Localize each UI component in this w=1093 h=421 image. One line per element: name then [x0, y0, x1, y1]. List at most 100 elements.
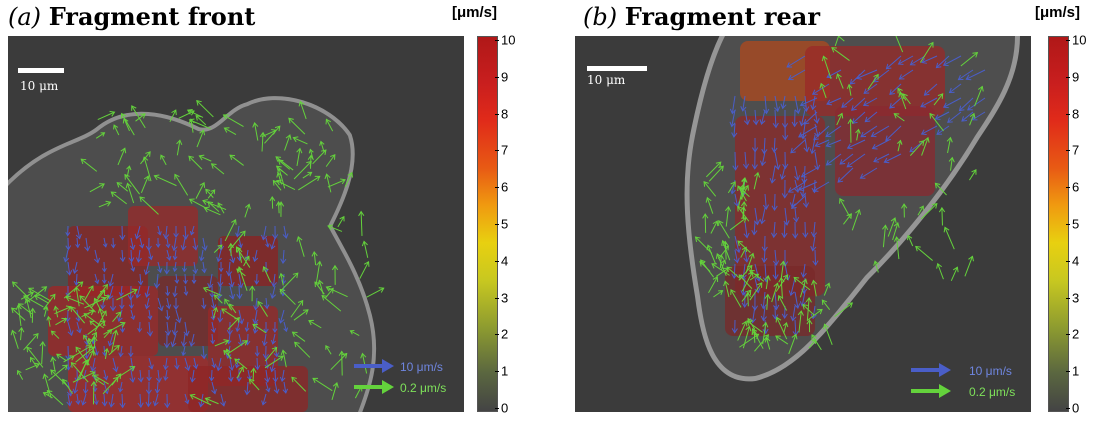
velocity-arrow-blue [84, 237, 91, 252]
velocity-arrow-green [207, 189, 216, 199]
velocity-arrow-green [223, 127, 237, 135]
velocity-arrow-green [919, 41, 934, 63]
velocity-arrow-blue [119, 393, 126, 409]
panel-a-title: (a) Fragment front [8, 2, 255, 31]
velocity-arrow-blue [279, 369, 286, 383]
velocity-arrow-blue [780, 95, 787, 110]
velocity-arrow-blue [137, 369, 144, 383]
velocity-arrow-green [898, 91, 907, 110]
velocity-arrow-green [718, 220, 730, 239]
velocity-arrow-blue [130, 309, 136, 321]
velocity-arrow-blue [164, 393, 171, 409]
velocity-arrow-blue [228, 369, 234, 383]
colorbar-tick-mark [1066, 334, 1070, 336]
velocity-arrow-green [196, 129, 206, 148]
velocity-arrow-blue [751, 221, 758, 236]
velocity-arrow-blue [210, 321, 217, 334]
velocity-arrow-green [308, 148, 314, 160]
velocity-arrow-blue [771, 193, 778, 212]
velocity-arrow-green [775, 316, 788, 340]
velocity-arrow-blue [237, 333, 244, 347]
velocity-arrow-green [213, 294, 223, 304]
velocity-arrow-blue [216, 249, 222, 263]
colorbar-tick-mark [495, 113, 499, 115]
colorbar-tick-label: 2 [1072, 326, 1080, 342]
velocity-arrow-green [933, 93, 944, 106]
velocity-arrow-green [277, 167, 286, 189]
velocity-arrow-green [738, 264, 753, 281]
velocity-arrow-blue [103, 369, 109, 381]
velocity-arrow-green [95, 132, 106, 139]
velocity-arrow-blue [254, 273, 260, 285]
velocity-arrow-green [855, 128, 861, 141]
colorbar-tick-mark [495, 260, 499, 262]
velocity-arrow-blue [740, 95, 747, 112]
velocity-arrow-blue [165, 237, 171, 249]
velocity-arrow-blue [146, 321, 153, 337]
velocity-arrow-blue [135, 285, 141, 299]
velocity-arrow-blue [741, 291, 748, 308]
velocity-arrow-green [229, 303, 237, 314]
velocity-arrow-green [929, 112, 944, 132]
velocity-arrow-blue [270, 237, 276, 250]
velocity-arrow-green [94, 310, 107, 332]
velocity-arrow-green [124, 173, 140, 195]
velocity-arrow-green [349, 330, 360, 336]
velocity-arrow-green [53, 305, 59, 318]
velocity-arrow-green [97, 110, 116, 121]
velocity-arrow-green [882, 224, 889, 248]
velocity-arrow-green [308, 319, 322, 329]
velocity-arrow-green [212, 306, 219, 319]
velocity-arrow-green [327, 178, 346, 188]
velocity-arrow-blue [814, 139, 830, 148]
colorbar-tick-label: 7 [1072, 142, 1080, 158]
velocity-arrow-blue [162, 225, 170, 240]
velocity-arrow-blue [184, 357, 191, 372]
velocity-arrow-green [702, 213, 709, 233]
velocity-arrow-blue [798, 181, 818, 192]
velocity-arrow-green [83, 313, 104, 329]
velocity-arrow-green [901, 203, 908, 218]
velocity-arrow-blue [137, 321, 143, 333]
velocity-arrow-green [799, 278, 808, 298]
legend-arrow-blue [354, 359, 394, 373]
velocity-arrow-green [321, 295, 342, 312]
velocity-arrow-blue [218, 261, 224, 273]
velocity-arrow-blue [786, 55, 806, 68]
panel-a-legend-blue: 10 μm/s [400, 360, 443, 374]
velocity-arrow-green [116, 182, 129, 192]
velocity-arrow-blue [183, 285, 189, 296]
velocity-arrow-blue [734, 235, 742, 254]
velocity-arrow-blue [837, 167, 854, 183]
velocity-arrow-blue [799, 97, 818, 107]
velocity-arrow-blue [791, 109, 798, 128]
velocity-arrow-green [746, 320, 763, 333]
velocity-arrow-green [43, 305, 49, 317]
velocity-arrow-green [779, 260, 787, 278]
velocity-arrow-green [808, 338, 817, 349]
velocity-arrow-green [252, 121, 259, 141]
velocity-arrow-green [897, 139, 903, 152]
velocity-arrow-blue [252, 321, 259, 334]
velocity-arrow-green [742, 325, 752, 349]
velocity-arrow-green [296, 147, 303, 167]
colorbar-tick-mark [495, 408, 499, 409]
velocity-arrow-green [293, 160, 312, 180]
velocity-arrow-blue [65, 225, 71, 237]
velocity-arrow-blue [961, 111, 974, 122]
colorbar-tick-label: 9 [501, 69, 509, 85]
velocity-arrow-green [324, 287, 334, 299]
velocity-arrow-green [851, 209, 862, 231]
velocity-arrow-blue [282, 225, 289, 239]
velocity-arrow-blue [118, 381, 124, 393]
velocity-arrow-blue [170, 333, 177, 348]
velocity-arrow-blue [107, 333, 114, 347]
velocity-arrow-blue [811, 83, 830, 95]
velocity-arrow-green [311, 250, 318, 266]
colorbar-tick-label: 1 [1072, 363, 1080, 379]
panel-a-scale-label: 10 μm [20, 79, 59, 93]
velocity-arrow-green [207, 201, 220, 213]
velocity-arrow-blue [965, 69, 986, 81]
velocity-arrow-blue [825, 125, 842, 138]
velocity-arrow-blue [792, 221, 799, 239]
